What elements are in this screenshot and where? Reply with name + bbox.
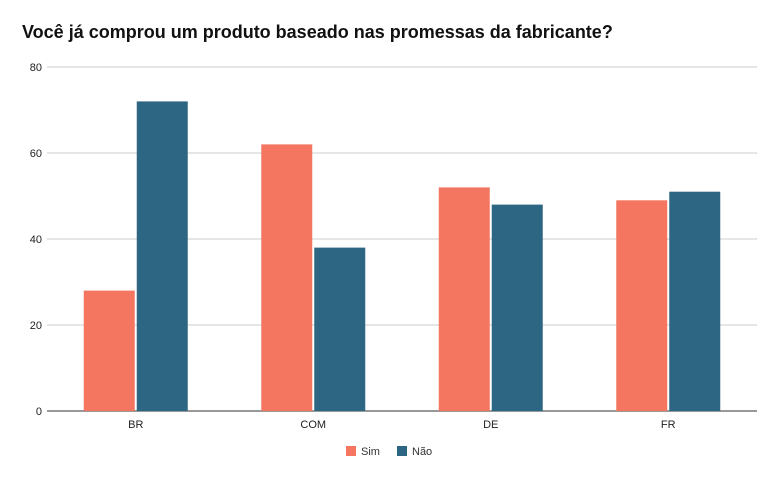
chart-title: Você já comprou um produto baseado nas p… <box>22 22 613 42</box>
legend: Sim Não <box>346 446 432 458</box>
x-tick-label: BR <box>128 419 143 431</box>
legend-label-sim: Sim <box>361 446 380 458</box>
bar-com-sim <box>261 144 313 411</box>
y-tick-label: 60 <box>30 148 42 160</box>
legend-label-nao: Não <box>412 446 432 458</box>
bar-br-sim <box>83 290 135 411</box>
bars <box>83 101 721 412</box>
x-tick-label: DE <box>483 419 498 431</box>
bar-de-sim <box>438 187 490 411</box>
x-tick-labels: BR COM DE FR <box>128 419 676 431</box>
bar-br-nao <box>136 101 188 412</box>
y-tick-label: 40 <box>30 234 42 246</box>
y-tick-labels: 0 20 40 60 80 <box>30 62 42 418</box>
bar-fr-nao <box>669 191 721 411</box>
bar-de-nao <box>491 204 543 411</box>
y-tick-label: 0 <box>36 406 42 418</box>
legend-swatch-sim <box>346 446 356 456</box>
y-tick-label: 20 <box>30 320 42 332</box>
bar-fr-sim <box>616 200 668 411</box>
legend-swatch-nao <box>397 446 407 456</box>
x-tick-label: COM <box>300 419 326 431</box>
x-tick-label: FR <box>661 419 676 431</box>
y-tick-label: 80 <box>30 62 42 74</box>
bar-com-nao <box>314 247 366 411</box>
